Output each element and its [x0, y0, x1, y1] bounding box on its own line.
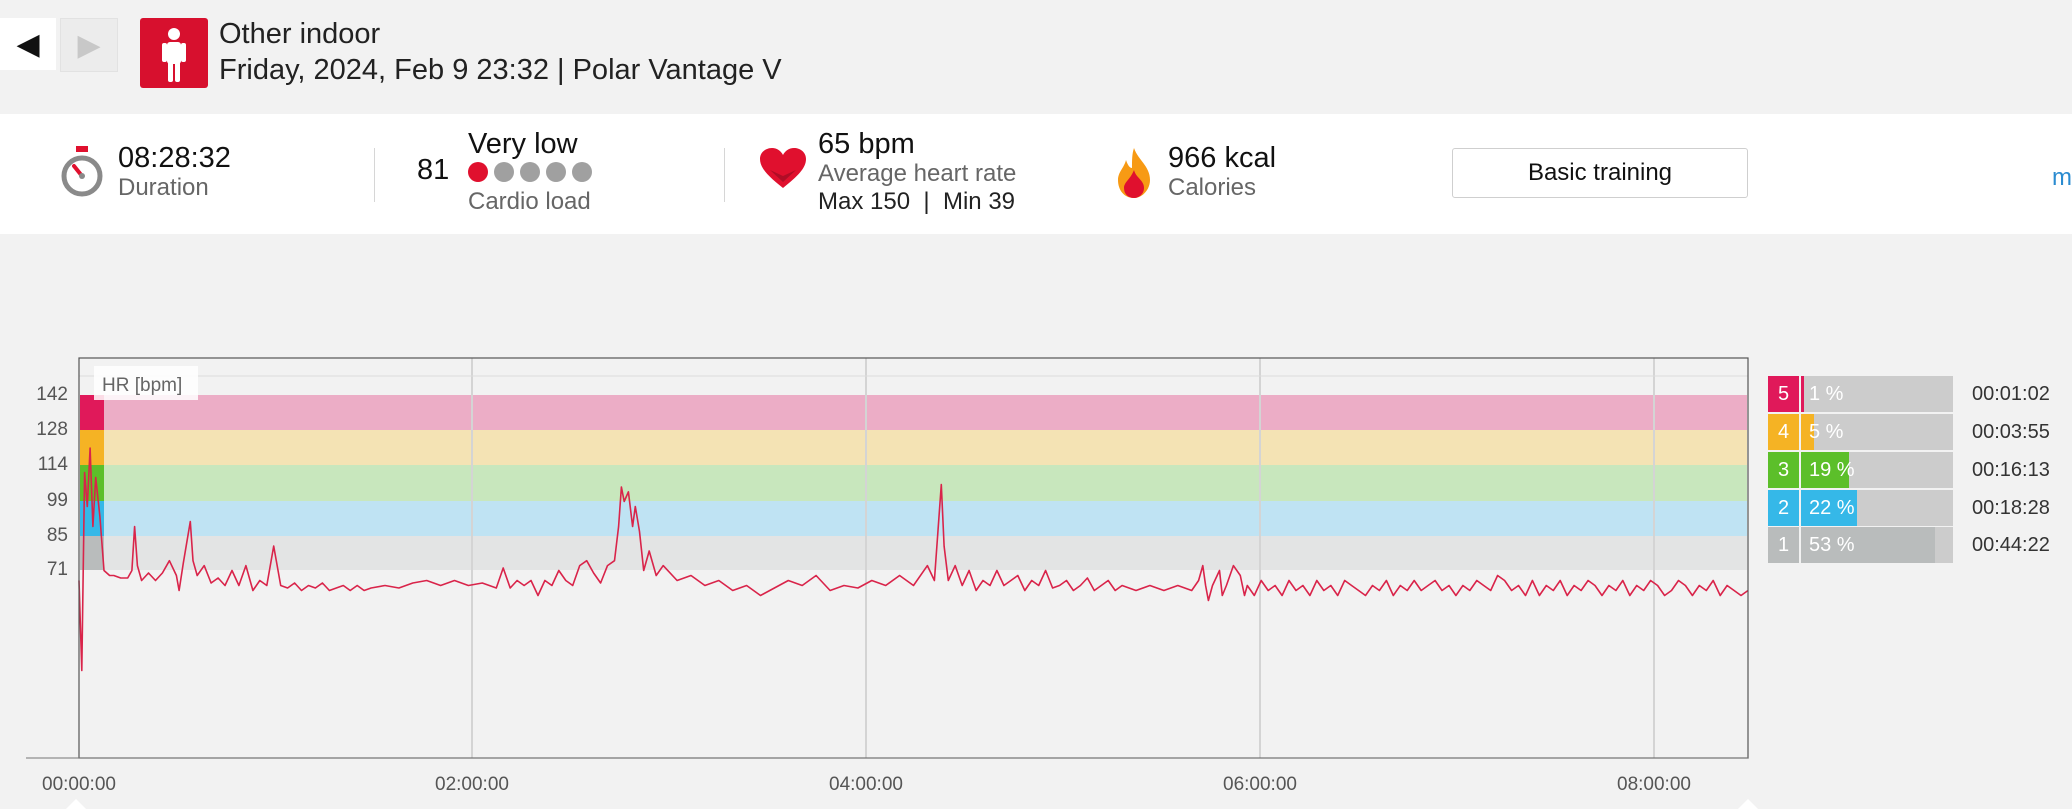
cardio-load-level: Very low	[468, 128, 578, 160]
range-handle-left	[66, 799, 86, 809]
duration-value: 08:28:32	[118, 142, 231, 174]
y-tick-label: 85	[47, 525, 68, 546]
x-tick-label: 02:00:00	[435, 774, 509, 795]
more-link[interactable]: m	[2052, 164, 2072, 191]
y-tick-label: 99	[47, 490, 68, 511]
zone-band-3	[80, 465, 1747, 501]
x-tick-label: 08:00:00	[1617, 774, 1691, 795]
zone-band-marker-5	[80, 395, 104, 430]
zone-time: 00:03:55	[1972, 421, 2050, 443]
zone-bar-fill	[1801, 376, 1804, 412]
activity-header: ◀ ▶ Other indoor Friday, 2024, Feb 9 23:…	[0, 0, 2072, 114]
zone-percent: 5 %	[1809, 421, 1844, 443]
duration-label: Duration	[118, 174, 209, 201]
heart-icon	[760, 148, 806, 190]
zone-percent: 22 %	[1809, 497, 1855, 519]
summary-bar: 08:28:32 Duration 81 Very low Cardio loa…	[0, 114, 2072, 234]
training-type-button[interactable]: Basic training	[1452, 148, 1748, 198]
zone-bar: 5 %	[1801, 414, 1953, 450]
y-tick-label: 128	[36, 419, 68, 440]
zone-bar-fill	[1801, 452, 1850, 488]
avg-hr-value: 65 bpm	[818, 128, 915, 160]
zone-bar-fill	[1801, 527, 1936, 563]
zone-bar: 1 %	[1801, 376, 1953, 412]
zone-band-4	[80, 430, 1747, 465]
session-subtitle: Friday, 2024, Feb 9 23:32 | Polar Vantag…	[219, 54, 782, 86]
zone-bar: 22 %	[1801, 490, 1953, 526]
triangle-right-icon: ▶	[77, 27, 101, 63]
cardio-dot	[572, 162, 592, 182]
calories-label: Calories	[1168, 174, 1257, 201]
divider	[374, 148, 375, 202]
calories-value: 966 kcal	[1168, 142, 1277, 174]
zone-percent: 53 %	[1809, 534, 1855, 556]
hr-max: Max 150	[818, 188, 911, 215]
cardio-dot	[520, 162, 540, 182]
forward-button[interactable]: ▶	[60, 18, 118, 72]
back-button[interactable]: ◀	[0, 18, 56, 70]
cardio-dot	[546, 162, 566, 182]
zone-number: 1	[1768, 527, 1799, 563]
cardio-load-dots	[468, 162, 598, 187]
zone-number: 2	[1768, 490, 1799, 526]
zone-time: 00:18:28	[1972, 497, 2050, 519]
zone-bar-fill	[1801, 414, 1814, 450]
person-standing-icon	[140, 18, 208, 88]
flame-icon	[1114, 148, 1154, 198]
zone-band-5	[80, 395, 1747, 430]
zone-time: 00:44:22	[1972, 534, 2050, 556]
zone-percent: 1 %	[1809, 383, 1844, 405]
avg-hr-label: Average heart rate	[818, 160, 1017, 187]
series-label: HR [bpm]	[102, 375, 182, 396]
x-tick-label: 06:00:00	[1223, 774, 1297, 795]
hr-max-min: Max 150 | Min 39	[818, 188, 1015, 216]
zone-band-2	[80, 501, 1747, 536]
x-tick-label: 00:00:00	[42, 774, 116, 795]
zone-band-marker-4	[80, 430, 104, 465]
zone-bar-fill	[1801, 490, 1857, 526]
y-tick-label: 71	[47, 559, 68, 580]
zone-number: 3	[1768, 452, 1799, 488]
zone-time: 00:16:13	[1972, 459, 2050, 481]
cardio-dot	[468, 162, 488, 182]
zone-bar: 53 %	[1801, 527, 1953, 563]
divider	[724, 148, 725, 202]
zone-time: 00:01:02	[1972, 383, 2050, 405]
cardio-load-value: 81	[417, 154, 450, 186]
cardio-dot	[494, 162, 514, 182]
hr-line	[78, 447, 1749, 672]
sport-title: Other indoor	[219, 18, 381, 50]
hr-separator: |	[923, 188, 930, 215]
zone-band-1	[80, 536, 1747, 570]
range-handle-right	[1738, 799, 1758, 809]
zone-number: 4	[1768, 414, 1799, 450]
zone-number: 5	[1768, 376, 1799, 412]
zone-bar: 19 %	[1801, 452, 1953, 488]
series-label-box: HR [bpm]	[94, 366, 198, 400]
x-tick-label: 04:00:00	[829, 774, 903, 795]
cardio-load-label: Cardio load	[468, 188, 591, 215]
triangle-left-icon: ◀	[16, 26, 40, 62]
y-tick-label: 142	[36, 384, 68, 405]
zone-percent: 19 %	[1809, 459, 1855, 481]
hr-min: Min 39	[942, 188, 1016, 215]
stopwatch-icon	[58, 146, 106, 198]
y-tick-label: 114	[38, 454, 69, 475]
